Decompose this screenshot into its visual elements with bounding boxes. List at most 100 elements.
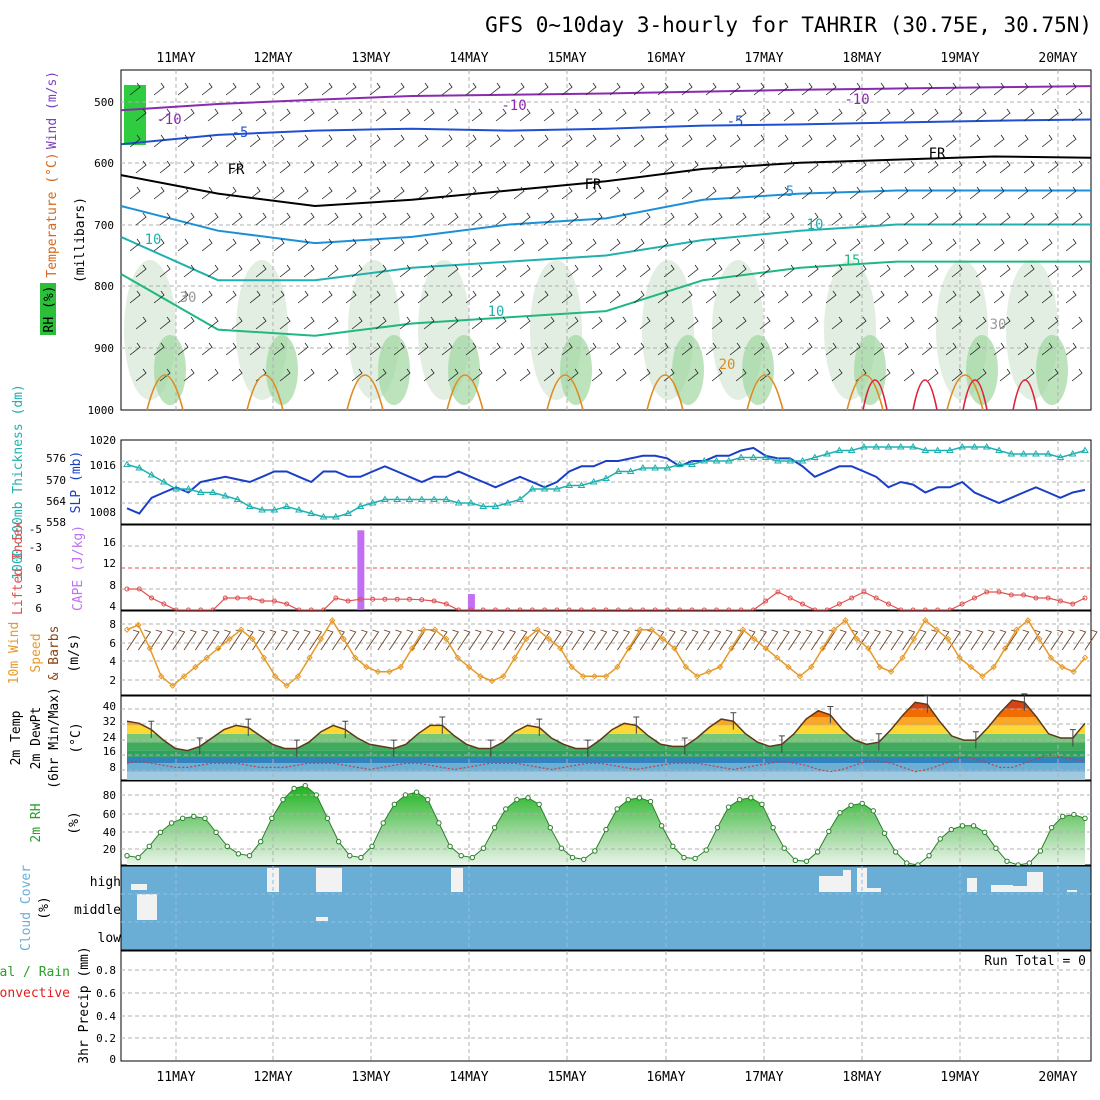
wind10m-speed-point <box>1081 654 1089 661</box>
lifted-index-point <box>333 595 339 601</box>
thickness-point <box>258 506 266 513</box>
wind-barb <box>519 368 531 382</box>
wind-barb <box>639 368 651 382</box>
lifted-index-line <box>127 588 1086 611</box>
wind-barb <box>663 160 675 174</box>
rh-point <box>280 796 286 803</box>
wind-barb <box>711 316 723 330</box>
wind-barb <box>375 212 387 226</box>
wind10m-speed-point <box>979 673 986 680</box>
wind-barb <box>417 186 429 200</box>
wind-barb <box>759 160 771 174</box>
cloud-level-high: high <box>90 875 121 890</box>
wind10m-barb <box>1061 629 1075 651</box>
wind-barb <box>369 82 381 96</box>
ua-tick-label: 800 <box>94 280 114 293</box>
wind-barb <box>321 290 333 304</box>
rh-point <box>1037 848 1044 854</box>
wind10m-speed-point <box>762 645 769 652</box>
wind-barb <box>993 238 1005 252</box>
thickness-point <box>172 485 181 492</box>
wind-barb <box>969 290 981 304</box>
lifted-index-point <box>394 596 400 602</box>
wind-barb <box>585 290 597 304</box>
wind-barb <box>273 238 285 252</box>
wind10m-speed-point <box>716 663 724 671</box>
wind-barb <box>231 212 243 226</box>
cloud-block <box>1027 872 1043 892</box>
rh-point <box>970 823 977 829</box>
wind10m-barb <box>126 629 140 651</box>
wind-barb <box>849 238 861 252</box>
wind-barb <box>969 238 981 252</box>
wind-barb <box>951 316 963 330</box>
rh-point <box>503 806 509 812</box>
wind-barb <box>591 212 603 226</box>
wind-barb <box>879 368 891 382</box>
wind-barb <box>615 108 627 122</box>
wind-ylabel-3: & Barbs <box>47 626 62 681</box>
wind-barb <box>777 342 789 356</box>
contour-label: FR <box>585 177 602 193</box>
wind-barb <box>207 316 219 330</box>
wind-barb <box>609 342 621 356</box>
temp-contour-hot <box>862 379 888 411</box>
ua-ylabel-temp: Temperature (°C) <box>45 152 60 277</box>
wind-barb <box>207 212 219 226</box>
thickness-point <box>909 443 917 450</box>
wind-barb <box>879 316 891 330</box>
wind-barb <box>633 82 645 96</box>
wind-barb <box>777 134 789 148</box>
wind-barb <box>639 316 651 330</box>
rh-point <box>993 845 999 851</box>
wind-barb <box>417 134 429 148</box>
wind10m-speed-point <box>374 668 382 675</box>
wind-barb <box>897 186 909 200</box>
wind-barb <box>345 134 357 148</box>
wind-barb <box>1041 290 1053 304</box>
wind-barb <box>825 290 837 304</box>
wind10m-speed-point <box>500 673 507 680</box>
rh-point <box>358 854 364 861</box>
thickness-point <box>638 464 647 471</box>
wind-barb <box>615 264 627 278</box>
wind-barb <box>159 160 171 174</box>
wind-barb <box>687 108 699 122</box>
wind-barb <box>399 212 411 226</box>
wind-barb <box>297 186 309 200</box>
ua-tick-label: 700 <box>94 219 114 232</box>
wind-barb <box>759 108 771 122</box>
temp-minmax-bar <box>972 731 979 749</box>
thickness-point <box>1044 450 1053 457</box>
wind-barb <box>225 134 237 148</box>
cloud-block <box>991 885 1013 892</box>
day-label-top: 15MAY <box>547 51 586 66</box>
rh-point <box>1060 813 1066 820</box>
wind10m-barb <box>651 629 665 651</box>
wind-barb <box>543 212 555 226</box>
cloud-marks <box>121 866 1091 950</box>
thickness-point <box>946 446 954 453</box>
wind-barb <box>855 316 867 330</box>
thickness-point <box>835 446 844 453</box>
wind-barb <box>615 368 627 382</box>
wind-barb <box>639 160 651 174</box>
wind10m-speed-point <box>215 645 222 652</box>
day-label-bottom: 15MAY <box>547 1070 586 1085</box>
wind-barb <box>255 316 267 330</box>
wind-barb <box>783 108 795 122</box>
wind-barb <box>135 212 147 226</box>
wind-barb <box>159 212 171 226</box>
wind-tick: 4 <box>109 655 116 668</box>
wind-barb <box>153 186 165 200</box>
wind-barb <box>1047 368 1059 382</box>
cloud-block <box>867 888 881 892</box>
wind-barb <box>633 186 645 200</box>
precip-ylabel-right: 3hr Precip (mm) <box>77 946 92 1063</box>
rh-point <box>291 785 297 792</box>
wind-barb <box>231 160 243 174</box>
isotherm-line <box>120 189 1091 245</box>
thickness-point <box>552 485 561 492</box>
thickness-point <box>847 446 856 453</box>
wind-barb <box>1071 212 1083 226</box>
